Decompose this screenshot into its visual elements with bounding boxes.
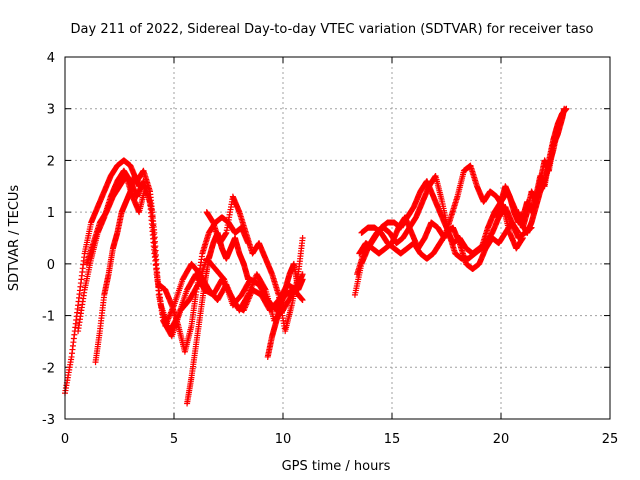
data-point: [136, 183, 143, 190]
data-point: [299, 276, 306, 283]
series-trace-7: [203, 193, 306, 335]
series-trace-15: [524, 110, 566, 236]
x-tick-label: 5: [170, 432, 178, 447]
y-axis-label: SDTVAR / TECUs: [7, 185, 22, 292]
data-point: [298, 296, 305, 303]
chart-title: Day 211 of 2022, Sidereal Day-to-day VTE…: [71, 22, 594, 37]
data-point: [245, 276, 252, 283]
series-trace-6: [184, 229, 252, 407]
y-tick-label: 1: [47, 206, 55, 221]
data-layer: [62, 105, 570, 407]
x-tick-label: 0: [61, 432, 69, 447]
y-tick-label: 4: [47, 51, 55, 66]
series-trace-8: [264, 260, 306, 360]
data-point: [299, 235, 306, 241]
axis-layer: 0 5 10 15 20 25 -3 -2 -1 0 1 2 3 4: [42, 51, 618, 447]
y-tick-label: 2: [47, 154, 55, 169]
x-tick-label: 20: [493, 432, 510, 447]
grid-layer: [65, 57, 610, 419]
series-trace-2: [75, 167, 304, 335]
data-point: [515, 229, 522, 236]
y-tick-label: -1: [42, 310, 55, 325]
y-tick-label: -2: [42, 361, 55, 376]
y-tick-label: -3: [42, 413, 55, 428]
data-point: [559, 110, 566, 117]
x-tick-label: 25: [602, 432, 619, 447]
y-tick-label: 0: [47, 258, 55, 273]
data-point: [561, 105, 568, 112]
x-axis-label: GPS time / hours: [282, 459, 391, 474]
series-trace-12: [358, 219, 522, 273]
data-point: [299, 297, 306, 304]
series-trace-4: [92, 172, 143, 366]
x-tick-label: 10: [275, 432, 292, 447]
x-tick-label: 15: [384, 432, 401, 447]
data-point: [519, 235, 526, 241]
plot-frame: [64, 56, 611, 420]
y-tick-label: 3: [47, 103, 55, 118]
